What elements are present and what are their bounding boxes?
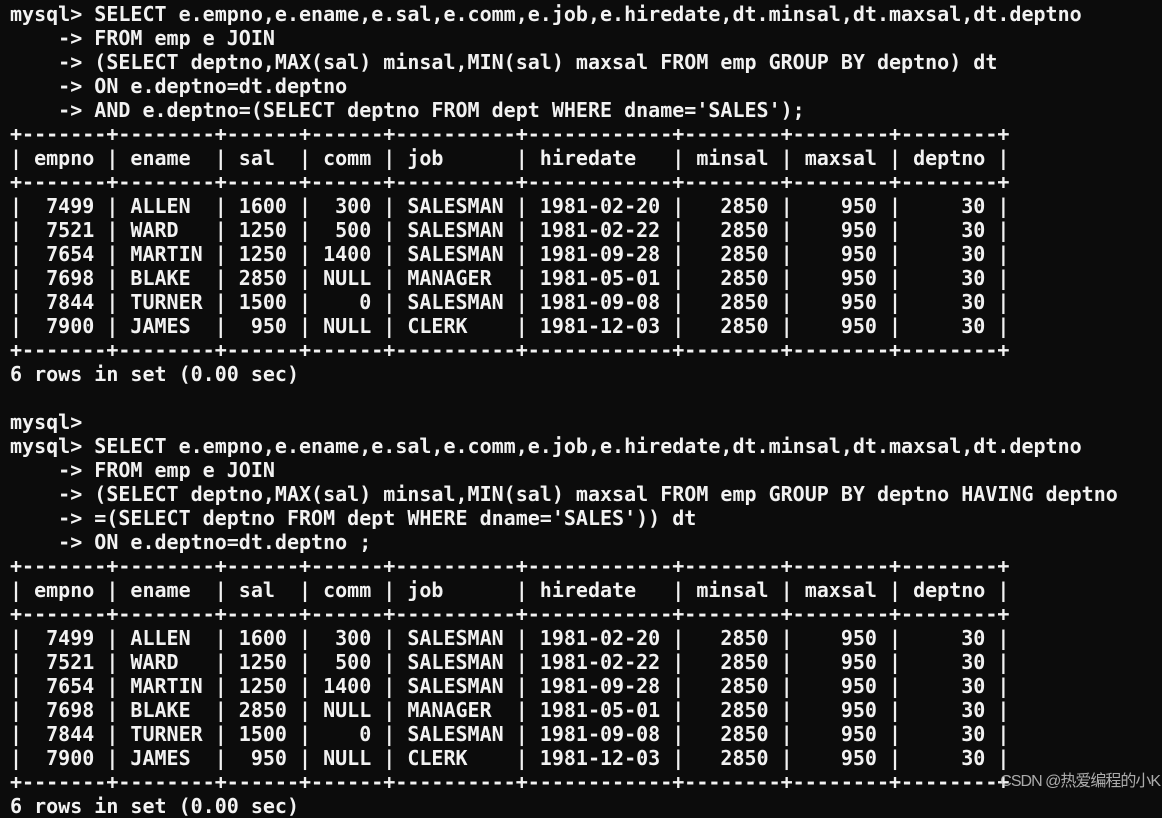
table-border: +-------+--------+------+------+--------… [10, 122, 1010, 146]
watermark: CSDN @热爱编程的小K [1000, 773, 1161, 790]
table-row: | 7521 | WARD | 1250 | 500 | SALESMAN | … [10, 650, 1010, 674]
table-row: | 7900 | JAMES | 950 | NULL | CLERK | 19… [10, 314, 1010, 338]
status-line: mysql> [10, 410, 83, 434]
sql-query-line: -> =(SELECT deptno FROM dept WHERE dname… [10, 506, 697, 530]
table-row: | 7844 | TURNER | 1500 | 0 | SALESMAN | … [10, 290, 1010, 314]
table-row: | 7654 | MARTIN | 1250 | 1400 | SALESMAN… [10, 674, 1010, 698]
sql-query-line: mysql> SELECT e.empno,e.ename,e.sal,e.co… [10, 434, 1082, 458]
sql-query-line: -> FROM emp e JOIN [10, 26, 275, 50]
table-header: | empno | ename | sal | comm | job | hir… [10, 578, 1010, 602]
table-border: +-------+--------+------+------+--------… [10, 554, 1010, 578]
table-border: +-------+--------+------+------+--------… [10, 170, 1010, 194]
table-row: | 7900 | JAMES | 950 | NULL | CLERK | 19… [10, 746, 1010, 770]
sql-query-line: mysql> SELECT e.empno,e.ename,e.sal,e.co… [10, 2, 1082, 26]
table-border: +-------+--------+------+------+--------… [10, 770, 1010, 794]
table-row: | 7499 | ALLEN | 1600 | 300 | SALESMAN |… [10, 194, 1010, 218]
table-row: | 7654 | MARTIN | 1250 | 1400 | SALESMAN… [10, 242, 1010, 266]
sql-query-line: -> (SELECT deptno,MAX(sal) minsal,MIN(sa… [10, 482, 1118, 506]
table-header: | empno | ename | sal | comm | job | hir… [10, 146, 1010, 170]
sql-query-line: -> (SELECT deptno,MAX(sal) minsal,MIN(sa… [10, 50, 998, 74]
terminal-output[interactable]: mysql> SELECT e.empno,e.ename,e.sal,e.co… [10, 2, 1118, 818]
table-row: | 7844 | TURNER | 1500 | 0 | SALESMAN | … [10, 722, 1010, 746]
sql-query-line: -> ON e.deptno=dt.deptno ; [10, 530, 372, 554]
table-row: | 7499 | ALLEN | 1600 | 300 | SALESMAN |… [10, 626, 1010, 650]
table-border: +-------+--------+------+------+--------… [10, 602, 1010, 626]
table-row: | 7521 | WARD | 1250 | 500 | SALESMAN | … [10, 218, 1010, 242]
sql-query-line: -> FROM emp e JOIN [10, 458, 275, 482]
status-line: 6 rows in set (0.00 sec) [10, 794, 299, 818]
table-row: | 7698 | BLAKE | 2850 | NULL | MANAGER |… [10, 266, 1010, 290]
status-line: 6 rows in set (0.00 sec) [10, 362, 299, 386]
table-row: | 7698 | BLAKE | 2850 | NULL | MANAGER |… [10, 698, 1010, 722]
sql-query-line: -> AND e.deptno=(SELECT deptno FROM dept… [10, 98, 805, 122]
table-border: +-------+--------+------+------+--------… [10, 338, 1010, 362]
sql-query-line: -> ON e.deptno=dt.deptno [10, 74, 348, 98]
